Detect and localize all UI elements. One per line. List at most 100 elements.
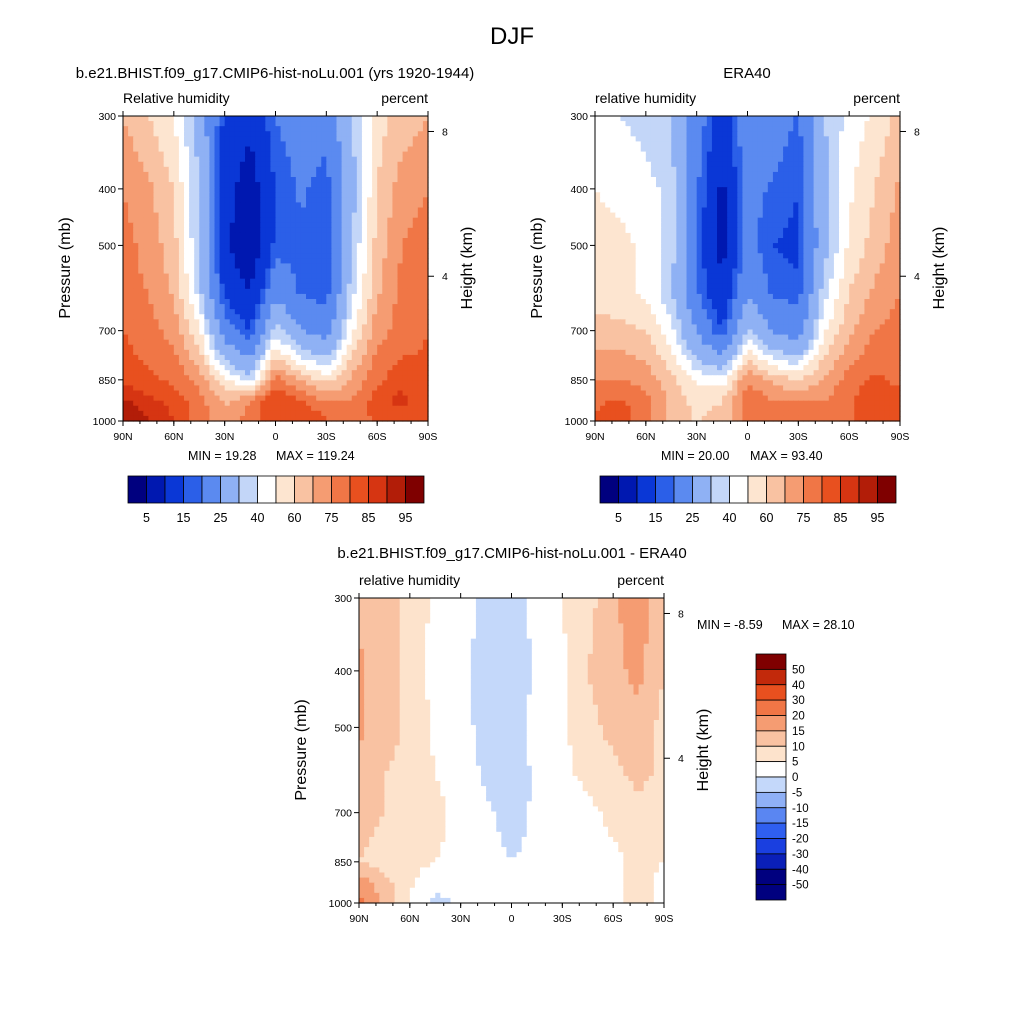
- contour-cell: [377, 243, 383, 249]
- contour-cell: [768, 172, 774, 178]
- contour-cell: [403, 289, 409, 295]
- contour-cell: [793, 192, 799, 198]
- contour-cell: [859, 126, 865, 132]
- contour-cell: [225, 157, 231, 163]
- contour-cell: [326, 258, 332, 264]
- contour-cell: [235, 197, 241, 203]
- contour-cell: [337, 238, 343, 244]
- contour-cell: [418, 269, 424, 275]
- contour-cell: [240, 263, 246, 269]
- contour-cell: [342, 350, 348, 356]
- contour-cell: [403, 182, 409, 188]
- contour-cell: [875, 116, 881, 122]
- contour-cell: [189, 360, 195, 366]
- contour-cell: [286, 380, 292, 386]
- contour-cell: [154, 279, 160, 285]
- contour-cell: [610, 136, 616, 142]
- contour-cell: [184, 406, 190, 412]
- contour-cell: [199, 309, 205, 315]
- contour-cell: [798, 152, 804, 158]
- contour-cell: [230, 304, 236, 310]
- contour-cell: [615, 197, 621, 203]
- contour-cell: [824, 202, 830, 208]
- contour-cell: [352, 157, 358, 163]
- contour-cell: [225, 213, 231, 219]
- contour-cell: [123, 289, 129, 295]
- contour-cell: [885, 192, 891, 198]
- contour-cell: [377, 208, 383, 214]
- contour-cell: [331, 177, 337, 183]
- contour-cell: [702, 121, 708, 127]
- contour-cell: [225, 162, 231, 168]
- contour-cell: [392, 360, 398, 366]
- contour-cell: [392, 258, 398, 264]
- contour-cell: [326, 304, 332, 310]
- contour-cell: [326, 263, 332, 269]
- contour-cell: [225, 274, 231, 280]
- contour-cell: [260, 314, 266, 320]
- contour-cell: [245, 274, 251, 280]
- contour-cell: [316, 248, 322, 254]
- contour-cell: [240, 340, 246, 346]
- contour-cell: [209, 121, 215, 127]
- contour-cell: [215, 375, 221, 381]
- contour-cell: [352, 370, 358, 376]
- contour-cell: [311, 340, 317, 346]
- contour-cell: [773, 177, 779, 183]
- contour-cell: [834, 157, 840, 163]
- contour-cell: [321, 233, 327, 239]
- contour-cell: [372, 197, 378, 203]
- contour-cell: [413, 360, 419, 366]
- contour-cell: [148, 345, 154, 351]
- contour-cell: [174, 197, 180, 203]
- contour-cell: [347, 218, 353, 224]
- contour-cell: [885, 182, 891, 188]
- contour-cell: [301, 218, 307, 224]
- contour-cell: [418, 177, 424, 183]
- contour-cell: [829, 192, 835, 198]
- contour-cell: [413, 233, 419, 239]
- contour-cell: [403, 319, 409, 325]
- contour-cell: [819, 192, 825, 198]
- contour-cell: [189, 172, 195, 178]
- contour-cell: [291, 274, 297, 280]
- contour-cell: [387, 391, 393, 397]
- contour-cell: [712, 167, 718, 173]
- contour-cell: [753, 147, 759, 153]
- contour-cell: [260, 324, 266, 330]
- contour-cell: [255, 202, 261, 208]
- contour-cell: [819, 167, 825, 173]
- contour-cell: [138, 401, 144, 407]
- contour-cell: [758, 218, 764, 224]
- contour-cell: [189, 233, 195, 239]
- contour-cell: [687, 126, 693, 132]
- contour-cell: [742, 223, 748, 229]
- contour-cell: [316, 319, 322, 325]
- contour-cell: [154, 197, 160, 203]
- contour-cell: [392, 330, 398, 336]
- contour-cell: [717, 126, 723, 132]
- contour-cell: [270, 116, 276, 122]
- contour-cell: [265, 411, 271, 417]
- contour-cell: [331, 289, 337, 295]
- contour-cell: [773, 162, 779, 168]
- contour-cell: [164, 279, 170, 285]
- contour-cell: [347, 324, 353, 330]
- contour-cell: [737, 167, 743, 173]
- contour-cell: [387, 324, 393, 330]
- contour-cell: [138, 121, 144, 127]
- contour-cell: [169, 370, 175, 376]
- contour-cell: [189, 197, 195, 203]
- contour-cell: [814, 187, 820, 193]
- contour-cell: [398, 167, 404, 173]
- contour-cell: [209, 136, 215, 142]
- contour-cell: [382, 197, 388, 203]
- contour-cell: [656, 121, 662, 127]
- contour-cell: [768, 167, 774, 173]
- contour-cell: [418, 319, 424, 325]
- contour-cell: [600, 116, 606, 122]
- contour-cell: [311, 116, 317, 122]
- contour-cell: [661, 131, 667, 137]
- contour-cell: [748, 157, 754, 163]
- contour-cell: [707, 223, 713, 229]
